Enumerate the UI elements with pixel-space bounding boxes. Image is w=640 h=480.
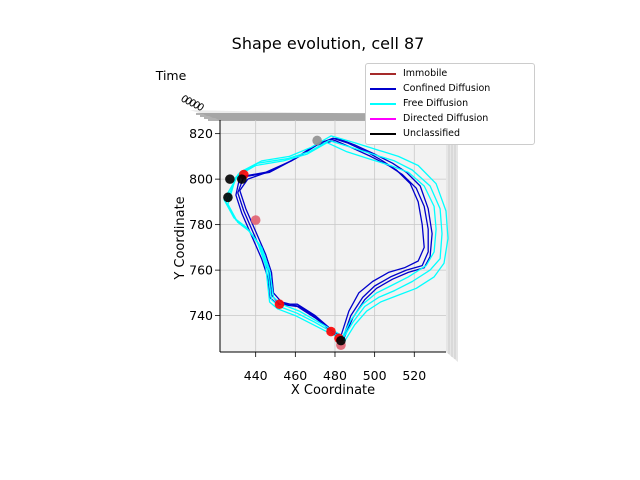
series-line-free-diffusion [225, 139, 443, 340]
marker-unclassified [223, 192, 233, 203]
svg-text:0: 0 [190, 99, 202, 112]
marker-unclassified [225, 174, 235, 184]
y-tick-label: 780 [189, 217, 213, 232]
x-tick-label: 480 [323, 368, 347, 383]
x-tick-label: 520 [402, 368, 426, 383]
x-ticks: 440 460 480 500 520 [244, 352, 426, 383]
x-tick-label: 500 [363, 368, 387, 383]
marker-unclassified [312, 135, 322, 146]
svg-text:0: 0 [182, 95, 194, 108]
marker-unclassified [237, 174, 247, 184]
marker-immobile [250, 215, 261, 225]
x-tick-label: 460 [283, 368, 307, 383]
series-line-confined-diffusion [235, 137, 425, 337]
legend-swatch [370, 102, 396, 105]
series-line-confined-diffusion [239, 137, 433, 342]
legend-label: Directed Diffusion [403, 113, 489, 124]
y-tick-label: 760 [189, 263, 213, 278]
legend-swatch [370, 132, 396, 135]
curves [223, 135, 449, 342]
x-tick-label: 440 [244, 368, 268, 383]
legend-label: Confined Diffusion [403, 83, 491, 94]
legend: Immobile Confined Diffusion Free Diffusi… [365, 63, 535, 145]
marker-immobile [274, 299, 285, 310]
legend-swatch [370, 87, 396, 90]
legend-item-unclassified: Unclassified [370, 126, 460, 141]
svg-text:0: 0 [186, 97, 198, 110]
y-tick-label: 740 [189, 308, 213, 323]
legend-swatch [370, 72, 396, 75]
svg-text:0: 0 [194, 101, 206, 114]
z-axis-label: Time [155, 68, 187, 83]
marker-immobile [326, 326, 336, 337]
svg-text:0: 0 [178, 93, 190, 106]
markers [223, 135, 346, 350]
legend-swatch [370, 117, 396, 120]
back-pane [220, 120, 446, 352]
legend-item-immobile: Immobile [370, 66, 447, 81]
chart-title: Shape evolution, cell 87 [232, 34, 425, 53]
y-tick-label: 820 [189, 126, 213, 141]
legend-label: Immobile [403, 68, 448, 79]
legend-item-confined-diffusion: Confined Diffusion [370, 81, 490, 96]
side-pane-lines [448, 122, 456, 359]
legend-label: Free Diffusion [403, 98, 469, 109]
series-line-free-diffusion [227, 142, 437, 337]
legend-item-free-diffusion: Free Diffusion [370, 96, 468, 111]
y-ticks: 740 760 780 800 820 [189, 126, 220, 323]
legend-label: Unclassified [403, 128, 461, 139]
marker-unclassified [336, 335, 346, 346]
series-line-free-diffusion [223, 135, 449, 342]
y-tick-label: 800 [189, 172, 213, 187]
legend-item-directed-diffusion: Directed Diffusion [370, 111, 488, 126]
z-tick-labels: 0 0 0 0 0 [178, 93, 206, 114]
y-axis-label: Y Coordinate [173, 196, 188, 280]
x-axis-label: X Coordinate [291, 383, 375, 398]
